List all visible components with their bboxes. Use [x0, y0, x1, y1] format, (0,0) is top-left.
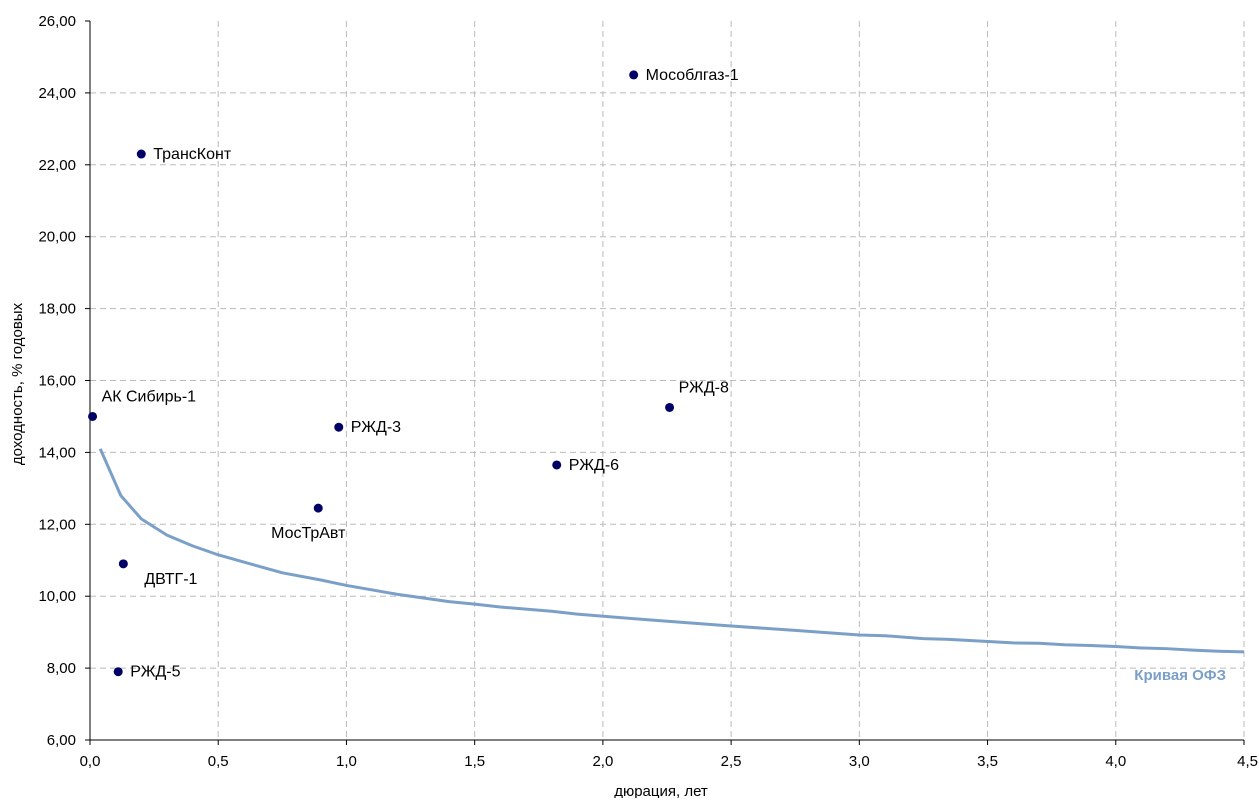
y-tick-label: 24,00 [38, 85, 76, 102]
data-point-label: АК Сибирь-1 [102, 388, 197, 405]
y-tick-label: 26,00 [38, 13, 76, 30]
x-tick-label: 4,5 [1237, 753, 1258, 770]
x-tick-label: 4,0 [1105, 753, 1126, 770]
x-tick-label: 3,5 [977, 753, 998, 770]
x-tick-label: 3,0 [849, 753, 870, 770]
axes: 6,00 8,00 10,00 12,00 14,00 16,00 18,00 20,00 22… [38, 13, 1258, 770]
x-tick-label: 0,0 [80, 753, 101, 770]
x-tick-label: 2,5 [721, 753, 742, 770]
yield-curve: Кривая ОФЗ [98, 448, 1245, 684]
y-tick-label: 10,00 [38, 588, 76, 605]
y-tick-label: 22,00 [38, 157, 76, 174]
grid [90, 21, 1245, 740]
x-tick-label: 2,0 [592, 753, 613, 770]
y-tick-label: 6,00 [47, 732, 76, 749]
y-tick-label: 18,00 [38, 301, 76, 318]
data-point [334, 422, 344, 432]
curve-line [98, 448, 1245, 654]
data-point [118, 559, 128, 569]
data-point [113, 667, 123, 677]
data-point [88, 411, 98, 421]
data-points: АК Сибирь-1 ТрансКонт Мособлгаз-1 РЖД-3 РЖД-… [88, 67, 739, 681]
curve-label: Кривая ОФЗ [1134, 667, 1226, 684]
data-point [552, 460, 562, 470]
x-tick-label: 0,5 [208, 753, 229, 770]
y-axis-title: доходность, % годовых [9, 302, 26, 465]
data-point [136, 149, 146, 159]
data-point-label: Мособлгаз-1 [646, 67, 739, 84]
y-tick-label: 8,00 [47, 660, 76, 677]
x-tick-label: 1,0 [336, 753, 357, 770]
data-point-label: ДВТГ-1 [144, 571, 197, 588]
data-point-label: РЖД-6 [569, 457, 619, 474]
data-point [629, 70, 639, 80]
y-tick-label: 12,00 [38, 516, 76, 533]
data-point [313, 503, 323, 513]
data-point-label: РЖД-8 [679, 379, 729, 396]
data-point-label: РЖД-3 [351, 419, 401, 436]
y-tick-label: 14,00 [38, 444, 76, 461]
x-tick-label: 1,5 [464, 753, 485, 770]
data-point-label: РЖД-5 [130, 664, 180, 681]
axis-labels: дюрация, лет доходность, % годовых [9, 302, 708, 800]
x-axis-title: дюрация, лет [614, 783, 708, 798]
y-tick-label: 20,00 [38, 229, 76, 246]
data-point-label: МосТрАвт [271, 525, 346, 542]
data-point [665, 402, 675, 412]
data-point-label: ТрансКонт [153, 146, 232, 163]
y-tick-label: 16,00 [38, 373, 76, 390]
